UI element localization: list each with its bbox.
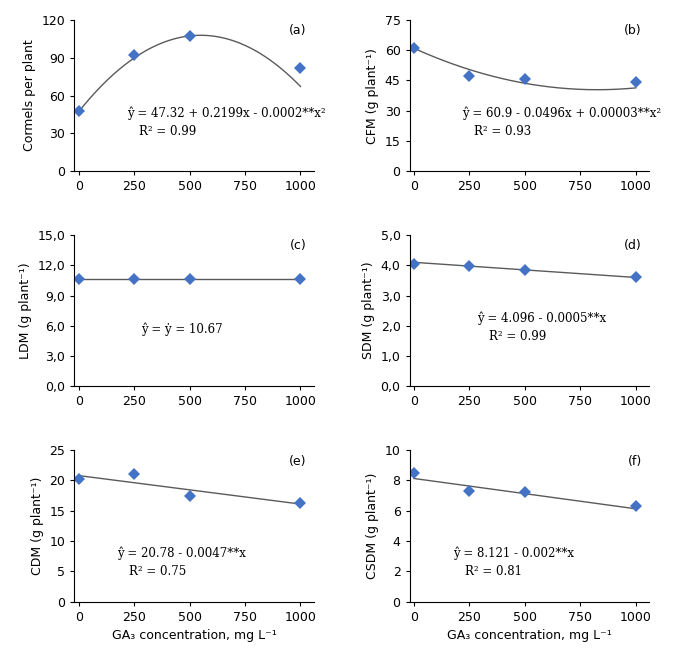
Y-axis label: SDM (g plant⁻¹): SDM (g plant⁻¹): [362, 262, 375, 360]
Text: (c): (c): [290, 239, 307, 253]
Text: (f): (f): [627, 455, 642, 467]
Text: R² = 0.75: R² = 0.75: [129, 564, 187, 578]
Text: R² = 0.81: R² = 0.81: [464, 564, 522, 578]
Text: ŷ = 4.096 - 0.0005**x: ŷ = 4.096 - 0.0005**x: [477, 311, 606, 325]
Text: (b): (b): [624, 24, 642, 38]
Text: ŷ = 60.9 - 0.0496x + 0.00003**x²: ŷ = 60.9 - 0.0496x + 0.00003**x²: [462, 107, 661, 120]
Y-axis label: CSDM (g plant⁻¹): CSDM (g plant⁻¹): [366, 473, 379, 579]
X-axis label: GA₃ concentration, mg L⁻¹: GA₃ concentration, mg L⁻¹: [112, 629, 276, 642]
Text: (d): (d): [624, 239, 642, 253]
Text: ŷ = 20.78 - 0.0047**x: ŷ = 20.78 - 0.0047**x: [118, 546, 246, 560]
Text: R² = 0.99: R² = 0.99: [489, 330, 546, 343]
Text: (e): (e): [289, 455, 307, 467]
Text: R² = 0.99: R² = 0.99: [139, 126, 196, 138]
Text: ŷ = ẏ = 10.67: ŷ = ẏ = 10.67: [141, 322, 223, 336]
Text: (a): (a): [289, 24, 307, 38]
Text: R² = 0.93: R² = 0.93: [474, 126, 531, 138]
Text: ŷ = 47.32 + 0.2199x - 0.0002**x²: ŷ = 47.32 + 0.2199x - 0.0002**x²: [127, 107, 326, 120]
Y-axis label: CFM (g plant⁻¹): CFM (g plant⁻¹): [366, 48, 379, 143]
X-axis label: GA₃ concentration, mg L⁻¹: GA₃ concentration, mg L⁻¹: [447, 629, 612, 642]
Y-axis label: Cormels per plant: Cormels per plant: [23, 40, 36, 151]
Text: ŷ = 8.121 - 0.002**x: ŷ = 8.121 - 0.002**x: [453, 546, 574, 560]
Y-axis label: LDM (g plant⁻¹): LDM (g plant⁻¹): [19, 262, 32, 359]
Y-axis label: CDM (g plant⁻¹): CDM (g plant⁻¹): [31, 477, 44, 575]
